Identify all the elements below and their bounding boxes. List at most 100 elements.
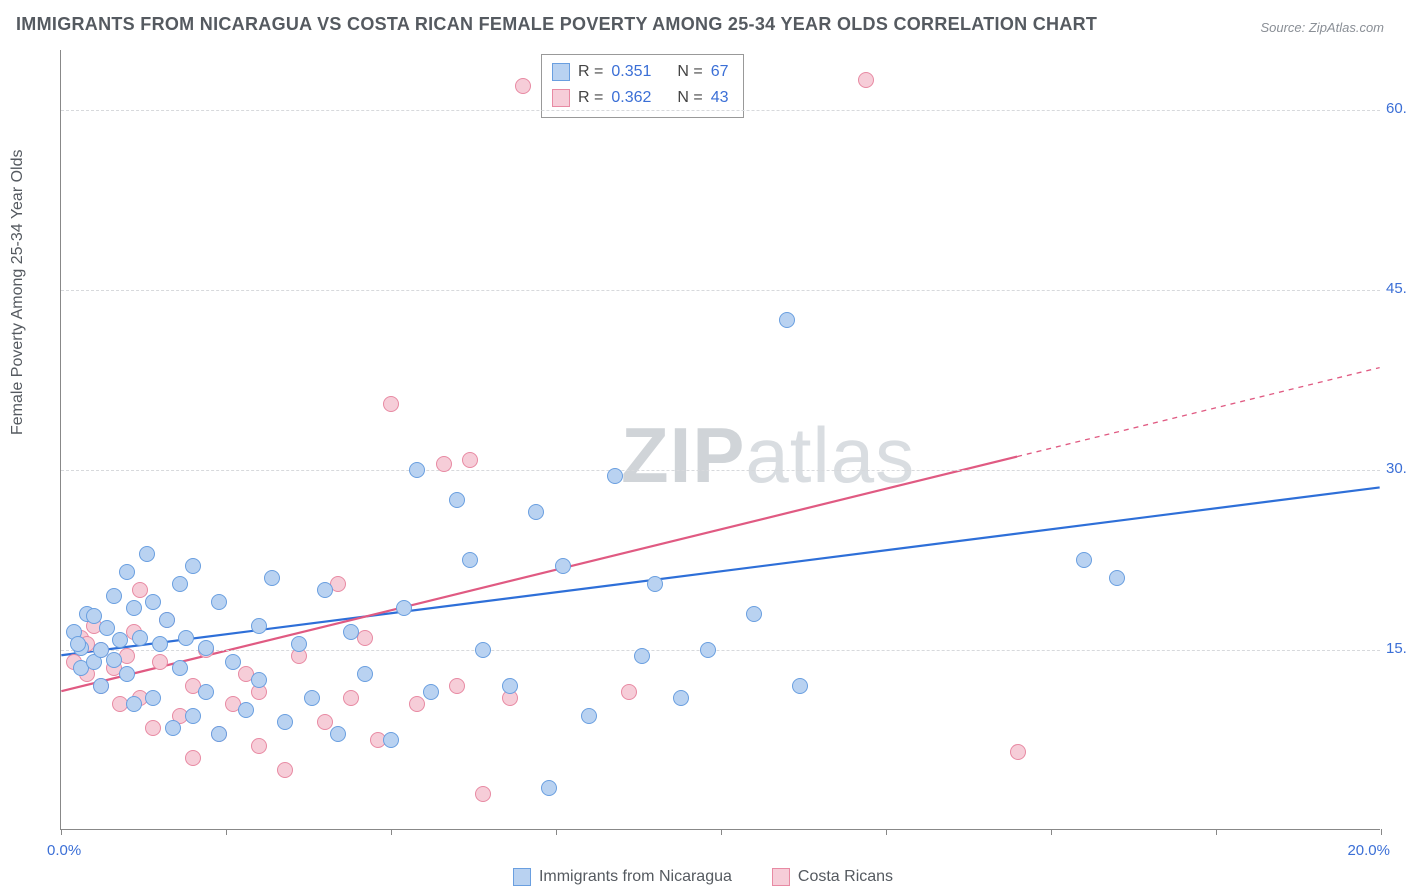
data-point: [185, 558, 201, 574]
data-point: [647, 576, 663, 592]
data-point: [225, 654, 241, 670]
n-value: 43: [711, 85, 729, 111]
data-point: [106, 652, 122, 668]
data-point: [700, 642, 716, 658]
data-point: [343, 690, 359, 706]
correlation-stats-box: R = 0.351 N = 67 R = 0.362 N = 43: [541, 54, 744, 118]
data-point: [581, 708, 597, 724]
legend-label: Costa Ricans: [798, 868, 893, 886]
data-point: [106, 588, 122, 604]
data-point: [165, 720, 181, 736]
data-point: [383, 396, 399, 412]
data-point: [132, 630, 148, 646]
y-tick-label: 30.0%: [1386, 460, 1406, 477]
data-point: [1010, 744, 1026, 760]
scatter-plot-area: ZIPatlas R = 0.351 N = 67 R = 0.362 N = …: [60, 50, 1380, 830]
data-point: [185, 708, 201, 724]
data-point: [211, 594, 227, 610]
data-point: [515, 78, 531, 94]
x-tick-mark: [391, 829, 392, 835]
x-tick-mark: [721, 829, 722, 835]
data-point: [357, 666, 373, 682]
data-point: [317, 714, 333, 730]
data-point: [621, 684, 637, 700]
data-point: [475, 642, 491, 658]
data-point: [139, 546, 155, 562]
data-point: [291, 636, 307, 652]
legend-label: Immigrants from Nicaragua: [539, 868, 732, 886]
data-point: [99, 620, 115, 636]
data-point: [152, 654, 168, 670]
data-point: [383, 732, 399, 748]
chart-title: IMMIGRANTS FROM NICARAGUA VS COSTA RICAN…: [16, 14, 1097, 35]
gridline: [61, 110, 1380, 111]
series-swatch-icon: [552, 89, 570, 107]
data-point: [528, 504, 544, 520]
data-point: [409, 696, 425, 712]
data-point: [238, 702, 254, 718]
legend-item: Costa Ricans: [772, 868, 893, 886]
r-value: 0.351: [611, 59, 651, 85]
data-point: [126, 600, 142, 616]
data-point: [251, 618, 267, 634]
data-point: [634, 648, 650, 664]
data-point: [198, 684, 214, 700]
data-point: [198, 640, 214, 656]
data-point: [277, 762, 293, 778]
data-point: [330, 726, 346, 742]
x-tick-mark: [1216, 829, 1217, 835]
data-point: [1109, 570, 1125, 586]
trend-lines-layer: [61, 50, 1380, 829]
data-point: [132, 582, 148, 598]
data-point: [858, 72, 874, 88]
data-point: [145, 594, 161, 610]
data-point: [251, 672, 267, 688]
r-value: 0.362: [611, 85, 651, 111]
data-point: [70, 636, 86, 652]
gridline: [61, 470, 1380, 471]
legend-swatch-icon: [772, 868, 790, 886]
data-point: [119, 666, 135, 682]
data-point: [409, 462, 425, 478]
x-axis-min-label: 0.0%: [47, 842, 81, 859]
data-point: [555, 558, 571, 574]
data-point: [93, 678, 109, 694]
data-point: [112, 632, 128, 648]
gridline: [61, 290, 1380, 291]
legend-swatch-icon: [513, 868, 531, 886]
data-point: [746, 606, 762, 622]
data-point: [145, 720, 161, 736]
x-tick-mark: [1381, 829, 1382, 835]
y-tick-label: 15.0%: [1386, 640, 1406, 657]
data-point: [119, 564, 135, 580]
data-point: [178, 630, 194, 646]
y-tick-label: 45.0%: [1386, 280, 1406, 297]
data-point: [396, 600, 412, 616]
data-point: [126, 696, 142, 712]
stats-row: R = 0.362 N = 43: [552, 85, 729, 111]
data-point: [607, 468, 623, 484]
legend: Immigrants from Nicaragua Costa Ricans: [0, 868, 1406, 886]
y-axis-label: Female Poverty Among 25-34 Year Olds: [9, 150, 27, 436]
data-point: [449, 492, 465, 508]
n-label: N =: [677, 59, 702, 85]
x-tick-mark: [886, 829, 887, 835]
data-point: [86, 608, 102, 624]
r-label: R =: [578, 85, 603, 111]
data-point: [462, 452, 478, 468]
data-point: [185, 750, 201, 766]
x-tick-mark: [226, 829, 227, 835]
n-label: N =: [677, 85, 702, 111]
data-point: [475, 786, 491, 802]
data-point: [436, 456, 452, 472]
data-point: [152, 636, 168, 652]
data-point: [779, 312, 795, 328]
data-point: [145, 690, 161, 706]
r-label: R =: [578, 59, 603, 85]
data-point: [541, 780, 557, 796]
source-attribution: Source: ZipAtlas.com: [1260, 20, 1384, 35]
data-point: [449, 678, 465, 694]
data-point: [1076, 552, 1092, 568]
series-swatch-icon: [552, 63, 570, 81]
n-value: 67: [711, 59, 729, 85]
